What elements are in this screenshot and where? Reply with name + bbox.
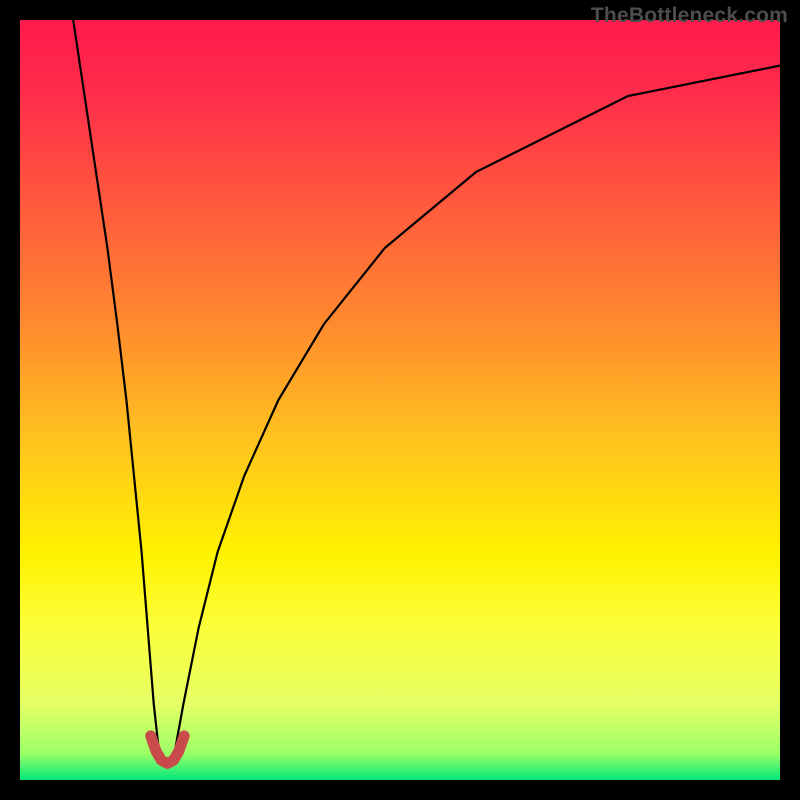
plot-svg bbox=[20, 20, 780, 780]
gradient-background bbox=[20, 20, 780, 780]
chart-stage: TheBottleneck.com bbox=[0, 0, 800, 800]
plot-area bbox=[20, 20, 780, 780]
watermark-text: TheBottleneck.com bbox=[591, 4, 788, 28]
